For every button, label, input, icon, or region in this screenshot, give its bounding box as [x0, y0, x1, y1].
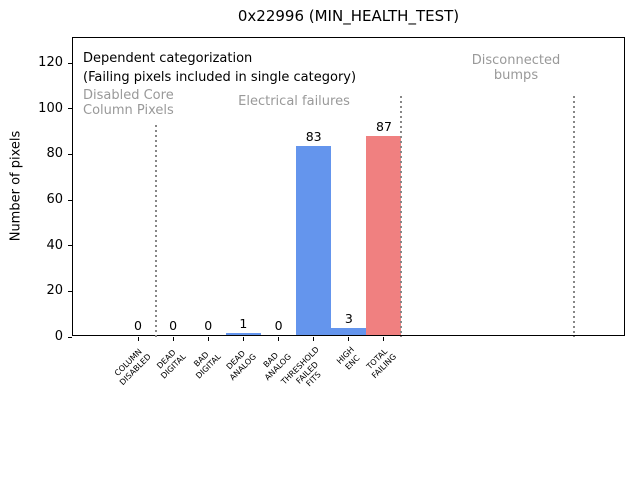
y-tick-label: 120: [38, 55, 63, 71]
y-tick-label: 20: [46, 283, 63, 299]
x-tick-label-7: TOTAL FAILING: [363, 345, 398, 380]
x-tick-mark: [137, 337, 139, 341]
y-tick-label: 80: [46, 146, 63, 162]
bar-value-label: 87: [376, 119, 392, 134]
x-tick-label-0: COLUMN DISABLED: [110, 345, 152, 387]
x-tick-label-1: DEAD DIGITAL: [152, 345, 188, 381]
bar-value-label: 0: [204, 318, 213, 333]
x-tick-mark: [348, 337, 350, 341]
annotation-dependent-categorization: Dependent categorization (Failing pixels…: [83, 49, 356, 87]
x-tick-mark: [242, 337, 244, 341]
x-tick-mark: [383, 337, 385, 341]
dotted-separator-2: [573, 96, 575, 337]
bar-value-label: 3: [344, 311, 353, 326]
y-tick-mark: [68, 336, 72, 338]
x-tick-mark: [278, 337, 280, 341]
y-tick-mark: [68, 108, 72, 110]
y-tick-mark: [68, 62, 72, 64]
bar-value-label: 0: [274, 318, 283, 333]
annotation-note-line2: (Failing pixels included in single categ…: [83, 70, 357, 85]
x-tick-mark: [207, 337, 209, 341]
y-tick-mark: [68, 199, 72, 201]
x-tick-label-6: HIGH ENC: [335, 345, 363, 373]
x-tick-label-3: DEAD ANALOG: [221, 345, 258, 382]
bar-value-label: 0: [134, 318, 142, 333]
bar-7: [366, 136, 402, 335]
bar-value-label: 0: [169, 318, 178, 333]
annotation-bumps-line2: bumps: [493, 68, 539, 83]
bar-6: [331, 328, 367, 335]
annotation-note-line1: Dependent categorization: [83, 51, 253, 66]
y-tick-mark: [68, 290, 72, 292]
y-tick-label: 0: [54, 329, 63, 344]
y-tick-label: 100: [38, 100, 63, 116]
bar-value-label: 83: [305, 129, 322, 144]
y-tick-mark: [68, 245, 72, 247]
annotation-bumps-line1: Disconnected: [471, 53, 561, 68]
y-tick-label: 60: [46, 192, 63, 208]
dotted-separator-0: [155, 125, 157, 337]
x-tick-mark: [172, 337, 174, 341]
plot-area: Dependent categorization (Failing pixels…: [38, 37, 625, 388]
annotation-region-disconnected-bumps: Disconnected bumps: [416, 53, 616, 83]
annotation-region-electrical-failures: Electrical failures: [238, 94, 350, 109]
chart-title: 0x22996 (MIN_HEALTH_TEST): [237, 7, 460, 25]
bar-3: [225, 333, 261, 335]
annotation-disabled-line2: Column Pixels: [83, 103, 174, 118]
bar-value-label: 1: [239, 316, 248, 331]
y-axis-label: Number of pixels: [8, 130, 24, 242]
annotation-region-disabled-core: Disabled Core Column Pixels: [83, 88, 174, 118]
y-tick-label: 40: [46, 237, 63, 253]
annotation-disabled-line1: Disabled Core: [83, 88, 174, 103]
y-tick-mark: [68, 153, 72, 155]
dotted-separator-1: [400, 96, 402, 337]
x-tick-label-2: BAD DIGITAL: [187, 345, 223, 381]
x-tick-mark: [313, 337, 315, 341]
bar-5: [296, 146, 332, 335]
